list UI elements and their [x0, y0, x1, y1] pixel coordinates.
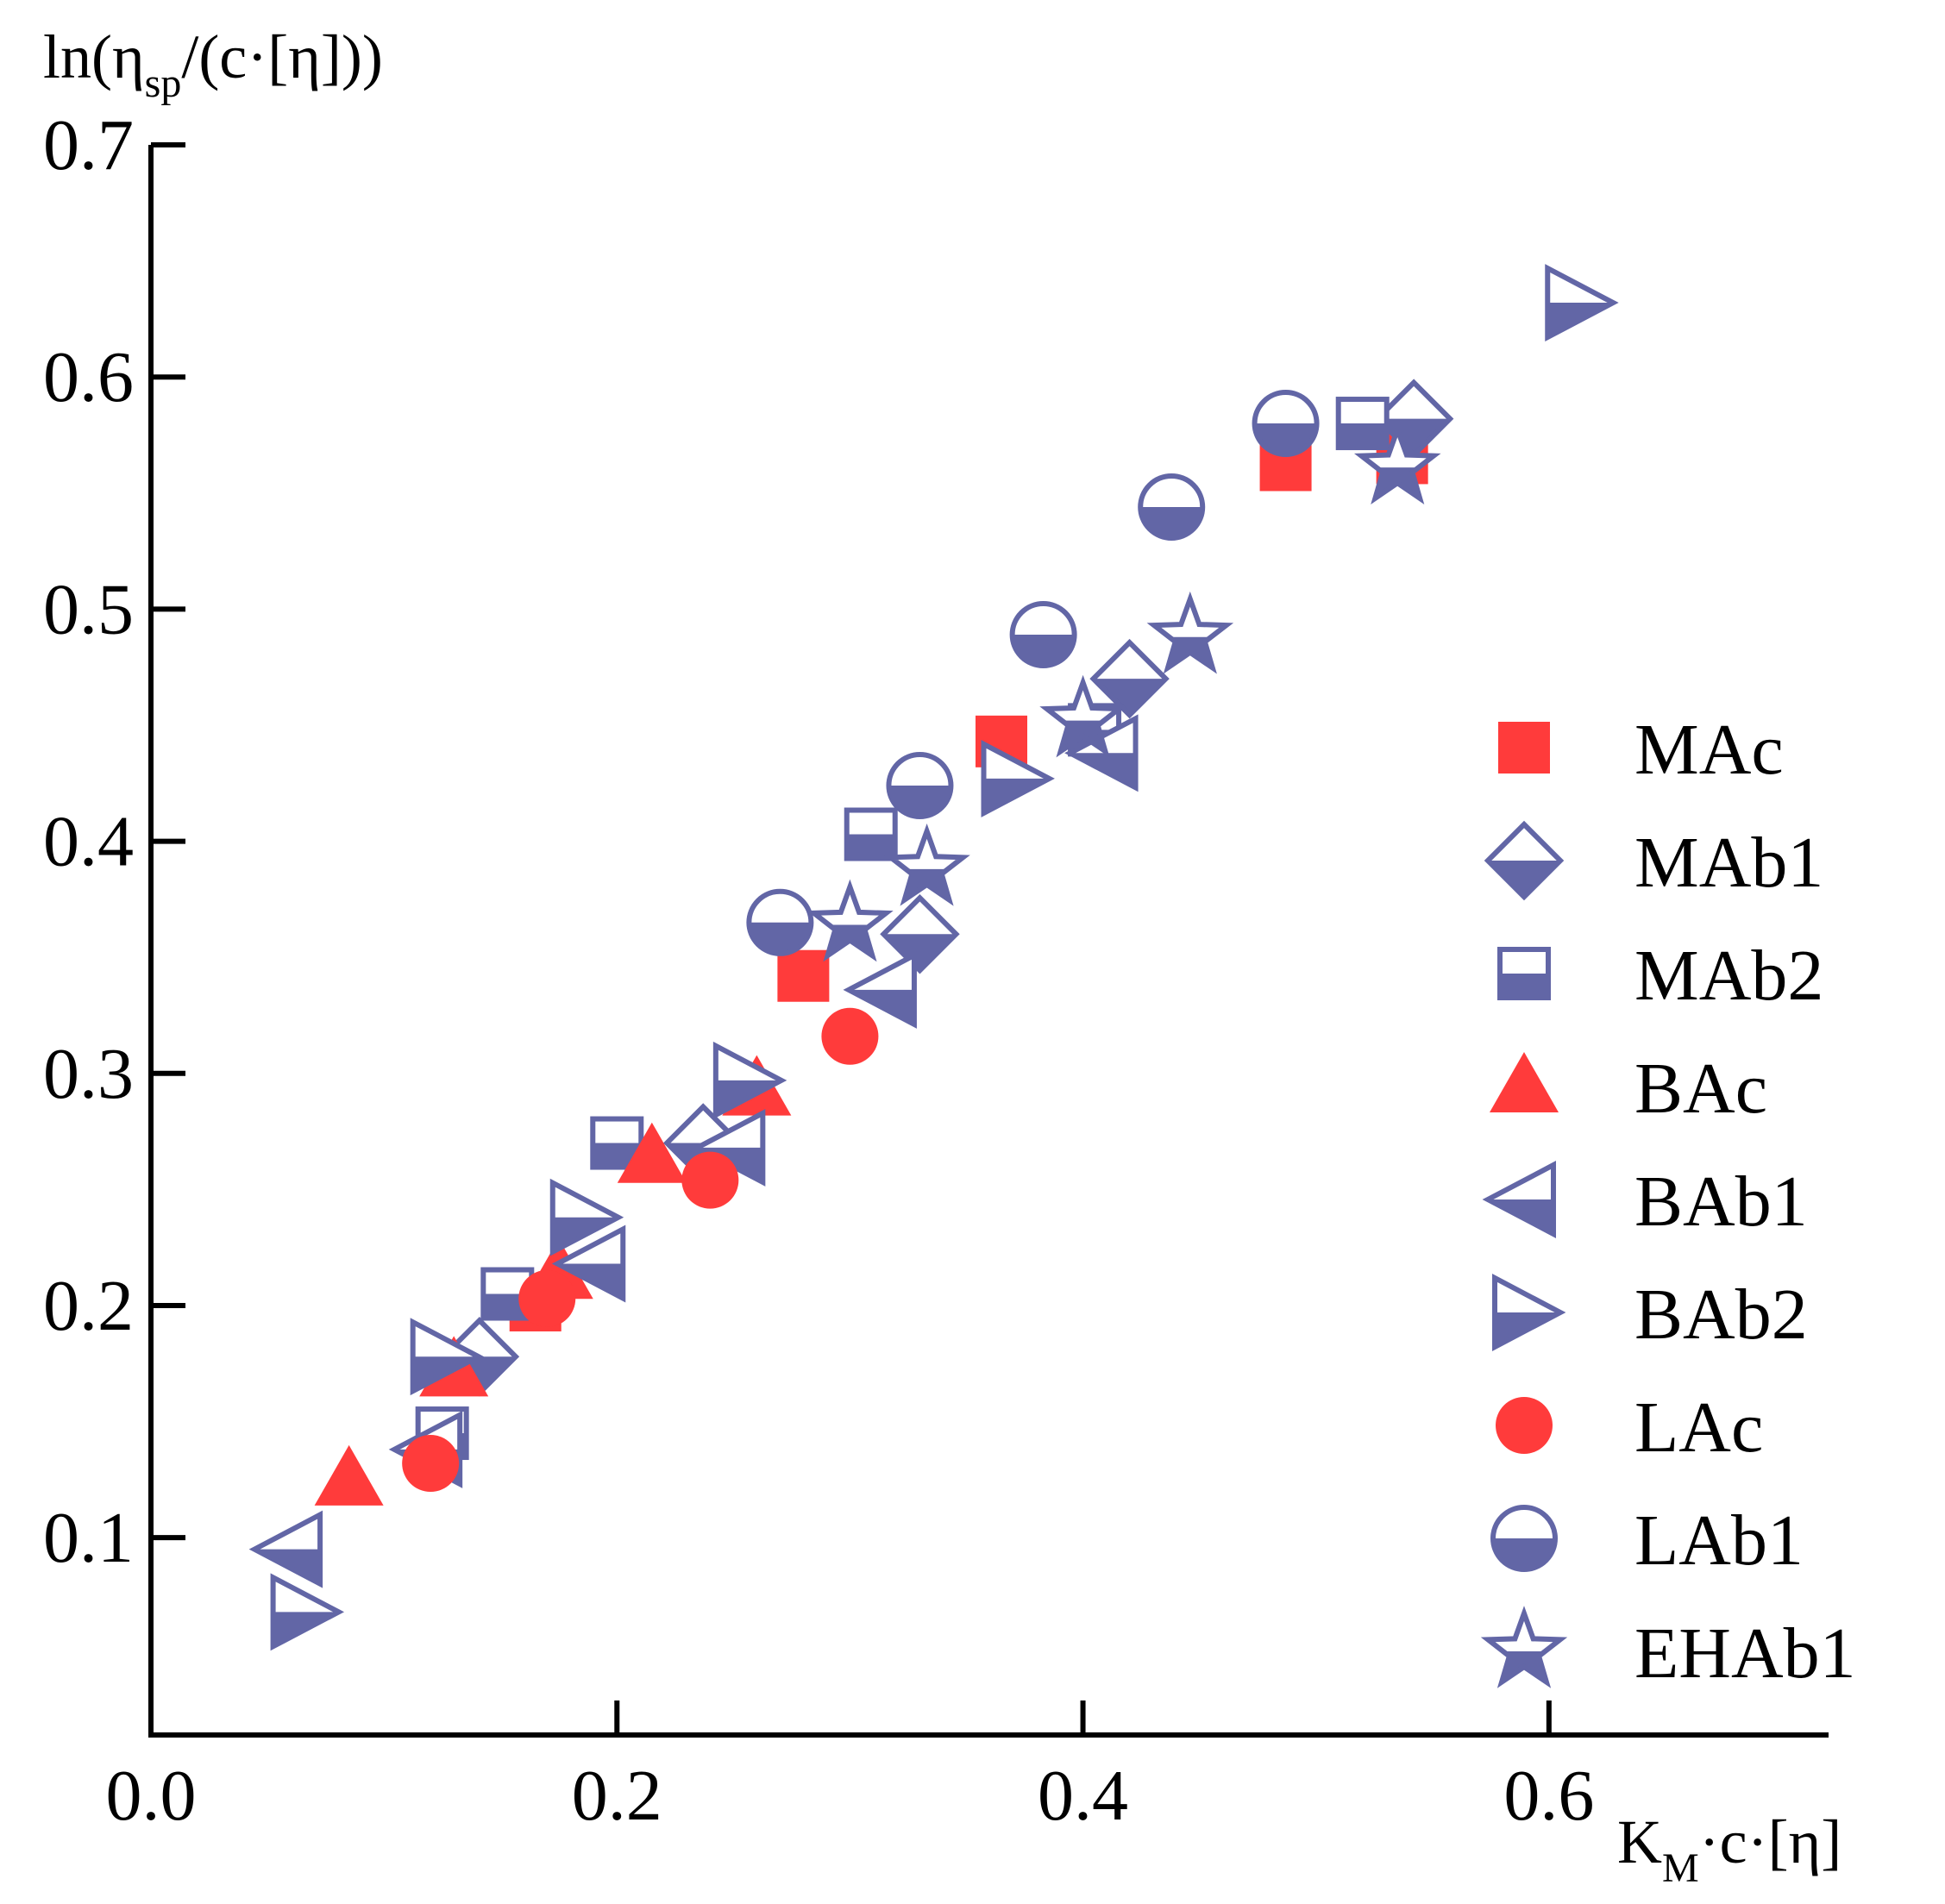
point-lac-2: [681, 1151, 739, 1209]
x-axis-title-main: K: [1617, 1807, 1662, 1876]
legend: MAc MAb1 MAb2 BAc BAb1 BAb2 LAc LAb1 EHAb1: [1480, 710, 1856, 1694]
legend-item-mab2: MAb2: [1497, 936, 1823, 1016]
point-mab1-2: [880, 894, 960, 974]
y-tick-label-2: 0.3: [43, 1034, 134, 1114]
legend-marker-lac: [1496, 1397, 1553, 1454]
point-bab1-4: [843, 950, 917, 1029]
legend-label-bab2: BAb2: [1634, 1275, 1808, 1355]
y-tick-label-4: 0.5: [43, 569, 134, 649]
x-axis-title-rest: ·c·[η]: [1699, 1807, 1842, 1876]
point-bac-0: [314, 1444, 384, 1506]
legend-marker-mab2: [1497, 947, 1551, 1000]
x-axis-title-sub: M: [1662, 1845, 1699, 1891]
data-points: [248, 264, 1619, 1651]
y-tick-label-5: 0.6: [43, 337, 134, 417]
point-lab1-3: [1138, 473, 1206, 541]
legend-item-bab1: BAb1: [1482, 1161, 1808, 1242]
point-lab1-2: [1009, 601, 1077, 669]
point-lab1-4: [1252, 390, 1320, 458]
point-ehab1-1: [883, 824, 970, 906]
point-bab2-3: [712, 1041, 787, 1119]
y-axis-title: ln(ηsp/(c·[η])): [43, 22, 383, 106]
x-tick-label-2: 0.4: [1038, 1756, 1128, 1836]
point-mab2-5: [1335, 397, 1390, 451]
x-tick-label-0: 0.0: [106, 1756, 197, 1836]
y-axis-title-sub: sp: [145, 60, 182, 106]
point-lac-0: [402, 1435, 460, 1493]
axis-ticks: 0.1 0.2 0.3 0.4 0.5 0.6 0.7 0.0 0.2 0.4 0.6: [43, 105, 1594, 1836]
x-tick-label-3: 0.6: [1503, 1756, 1594, 1836]
y-tick-label-6: 0.7: [43, 105, 134, 185]
point-bab1-0: [248, 1510, 323, 1588]
point-lac-3: [821, 1007, 879, 1065]
legend-item-mac: MAc: [1498, 710, 1784, 790]
legend-marker-lab1: [1490, 1505, 1558, 1572]
legend-marker-bab2: [1492, 1274, 1566, 1351]
point-bab1-2: [551, 1224, 626, 1303]
legend-item-ehab1: EHAb1: [1480, 1606, 1856, 1694]
legend-label-bab1: BAb1: [1634, 1162, 1808, 1242]
point-bab2-5: [1545, 264, 1619, 342]
legend-label-bac: BAc: [1634, 1049, 1767, 1129]
point-ehab1-4: [1353, 422, 1441, 504]
legend-marker-mab1: [1484, 820, 1565, 901]
legend-marker-ehab1: [1480, 1606, 1568, 1688]
legend-marker-bab1: [1482, 1161, 1556, 1238]
legend-item-mab1: MAb1: [1484, 820, 1823, 903]
y-tick-label-3: 0.4: [43, 802, 134, 882]
legend-label-mab2: MAb2: [1634, 936, 1823, 1016]
legend-label-ehab1: EHAb1: [1634, 1613, 1856, 1694]
legend-marker-bac: [1490, 1052, 1559, 1112]
plot-axes: [148, 145, 1829, 1738]
x-axis-title: KM·c·[η]: [1617, 1807, 1841, 1891]
point-bab2-0: [270, 1573, 345, 1651]
point-mac-1: [777, 949, 830, 1002]
point-bab2-2: [549, 1178, 624, 1256]
legend-item-bab2: BAb2: [1492, 1274, 1808, 1355]
y-tick-label-0: 0.1: [43, 1498, 134, 1578]
legend-label-mab1: MAb1: [1634, 823, 1823, 903]
legend-item-lab1: LAb1: [1490, 1500, 1804, 1581]
point-mab1-3: [1089, 638, 1170, 719]
legend-item-lac: LAc: [1496, 1387, 1763, 1468]
y-axis-title-rest: /(c·[η])): [181, 22, 382, 91]
point-bab2-4: [981, 739, 1055, 817]
point-lab1-0: [746, 888, 814, 956]
point-ehab1-3: [1146, 591, 1234, 674]
point-bac-3: [617, 1122, 687, 1183]
point-ehab1-0: [806, 879, 894, 962]
legend-label-lab1: LAb1: [1634, 1500, 1804, 1581]
point-ehab1-2: [1039, 674, 1126, 758]
y-axis-title-main: ln(η: [43, 22, 145, 91]
point-lab1-1: [886, 751, 954, 819]
point-bab2-1: [410, 1318, 485, 1396]
legend-label-lac: LAc: [1634, 1387, 1763, 1468]
point-lac-1: [518, 1269, 576, 1327]
legend-label-mac: MAc: [1634, 710, 1784, 790]
legend-marker-mac: [1498, 722, 1550, 774]
point-mab2-3: [844, 807, 898, 861]
legend-item-bac: BAc: [1490, 1049, 1767, 1129]
y-tick-label-1: 0.2: [43, 1266, 134, 1346]
x-tick-label-1: 0.2: [572, 1756, 662, 1836]
